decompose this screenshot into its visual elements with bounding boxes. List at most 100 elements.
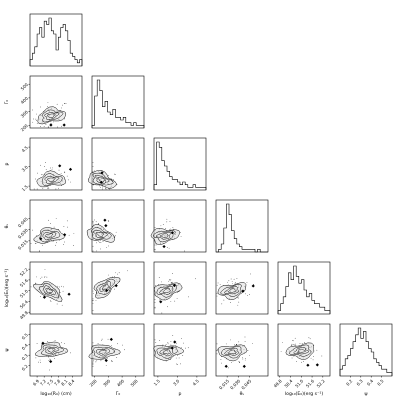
scatter-point <box>177 354 178 356</box>
scatter-point <box>99 241 101 243</box>
scatter-point <box>161 312 163 314</box>
scatter-point <box>50 301 52 302</box>
scatter-point <box>114 173 116 175</box>
contour-level-1 <box>289 344 312 357</box>
panel-frame-4-3 <box>215 261 269 315</box>
scatter-point <box>112 276 114 278</box>
scatter-point <box>178 291 180 292</box>
y-tick-label: 300 <box>20 109 29 118</box>
contour-level-2 <box>43 285 56 296</box>
scatter-point <box>62 290 64 292</box>
contour-level-1 <box>96 278 116 295</box>
y-tick-label: 52.2 <box>19 267 29 277</box>
scatter-point <box>236 344 238 345</box>
histogram-1 <box>91 79 145 128</box>
scatter-point <box>50 167 51 169</box>
contour-level-1 <box>39 229 61 243</box>
scatter-point <box>47 188 48 189</box>
contour-level-3 <box>297 348 306 354</box>
scatter-point <box>234 283 236 285</box>
scatter-point <box>39 359 41 361</box>
scatter-point <box>243 344 245 346</box>
scatter-point <box>98 185 100 187</box>
scatter-point <box>35 357 37 359</box>
scatter-point <box>108 175 109 177</box>
x-tick-label: 0.4 <box>366 378 374 386</box>
scatter-point <box>40 296 41 297</box>
scatter-point <box>227 281 228 283</box>
contour-outline <box>150 228 181 245</box>
x-tick-label: 0.5 <box>376 378 384 386</box>
scatter-point <box>92 363 94 365</box>
scatter-point <box>230 339 231 341</box>
contour-level-0 <box>154 282 183 301</box>
x-tick-label: 0.2 <box>345 378 353 386</box>
scatter-point <box>172 227 174 228</box>
scatter-point <box>50 223 51 224</box>
scatter-point <box>291 343 293 345</box>
scatter-point <box>92 365 94 367</box>
scatter-point <box>92 221 94 223</box>
contour-level-2 <box>42 232 57 241</box>
scatter-point <box>176 363 178 365</box>
scatter-point <box>170 359 171 360</box>
scatter-point <box>107 188 109 189</box>
y-tick-label: 0.045 <box>17 216 29 228</box>
scatter-point <box>42 244 43 246</box>
scatter-point <box>36 188 38 190</box>
x-tick-label: 7.5 <box>46 378 54 386</box>
scatter-point <box>55 218 57 220</box>
contour-outline <box>217 344 248 362</box>
scatter-point <box>41 174 42 176</box>
scatter-point <box>310 357 312 359</box>
contour-level-2 <box>224 286 240 295</box>
scatter-point <box>169 228 171 230</box>
scatter-point <box>249 354 251 356</box>
scatter-point <box>100 186 101 188</box>
outlier-marker <box>242 364 246 368</box>
scatter-point <box>33 188 35 190</box>
scatter-point <box>59 286 60 288</box>
scatter-point <box>245 293 246 295</box>
scatter-point <box>183 342 184 344</box>
histogram-0 <box>29 17 83 66</box>
scatter-point <box>106 247 107 248</box>
scatter-point <box>230 346 232 347</box>
scatter-point <box>111 360 113 362</box>
contour-level-1 <box>156 284 177 298</box>
scatter-point <box>232 283 233 285</box>
contour-level-2 <box>159 285 173 295</box>
panel-frame-4-1 <box>91 261 145 315</box>
scatter-point <box>70 181 71 183</box>
scatter-point <box>294 337 296 339</box>
contour-level-3 <box>45 287 53 294</box>
scatter-point <box>195 278 196 280</box>
scatter-point <box>50 358 51 360</box>
scatter-point <box>238 297 240 299</box>
contour-level-1 <box>92 172 114 186</box>
scatter-point <box>108 274 109 276</box>
scatter-point <box>116 357 118 359</box>
contour-level-2 <box>94 175 110 184</box>
contour-level-0 <box>33 281 63 302</box>
scatter-point <box>188 296 189 298</box>
scatter-point <box>107 338 109 340</box>
scatter-point <box>233 278 235 280</box>
contour-level-1 <box>152 230 176 243</box>
x-tick-label: 400 <box>116 378 125 387</box>
scatter-point <box>98 223 99 224</box>
scatter-point <box>180 232 181 234</box>
scatter-point <box>237 304 239 306</box>
contour-level-2 <box>44 176 60 184</box>
scatter-point <box>98 241 100 242</box>
scatter-point <box>57 285 59 287</box>
scatter-point <box>175 343 177 345</box>
scatter-point <box>296 360 297 362</box>
scatter-point <box>154 249 156 251</box>
histogram-3 <box>216 203 268 253</box>
y-tick-label: 0.4 <box>21 342 29 350</box>
scatter-point <box>108 221 110 222</box>
scatter-point <box>58 229 59 230</box>
x-axis-label-2: p <box>179 392 182 397</box>
